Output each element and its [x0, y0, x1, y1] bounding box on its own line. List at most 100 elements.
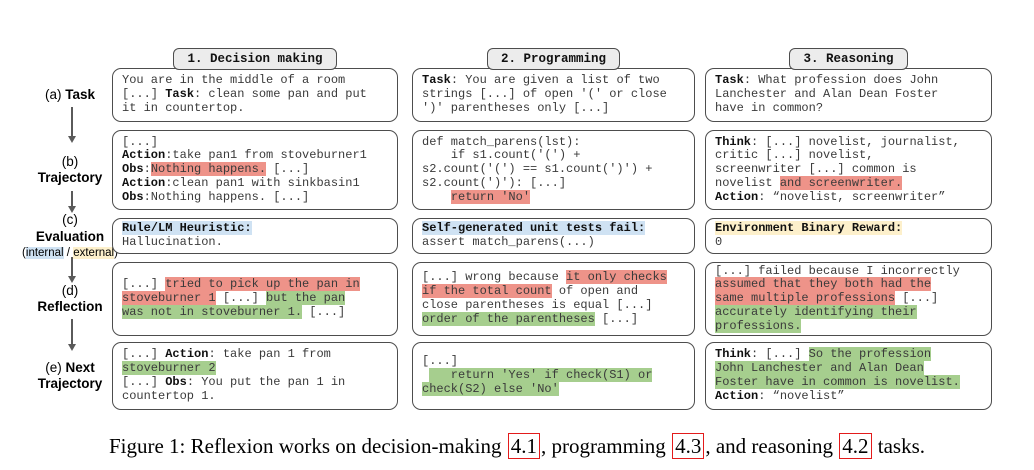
highlight-red: return 'No' — [450, 189, 531, 204]
text-segment: Task — [422, 73, 451, 88]
text-segment: Trajectory — [37, 376, 103, 391]
text-segment: [...] — [273, 162, 310, 177]
row-label-next-trajectory: (e) Next Trajectory — [0, 342, 112, 410]
highlight-blue: internal — [25, 247, 64, 259]
text-segment: , and reasoning — [705, 434, 839, 458]
decision-reflection-text: [...] tried to pick up the pan in stoveb… — [122, 277, 388, 319]
text-segment: : — [143, 162, 151, 177]
text-segment: Trajectory — [37, 170, 103, 185]
text-segment: :clean pan1 with sinkbasin1 — [165, 175, 360, 190]
row-label-reflection: (d) Reflection — [0, 262, 112, 336]
text-segment: [...] — [902, 291, 939, 306]
text-segment: : clean some pan and put it in counterto… — [122, 87, 367, 115]
text-segment: You are in the middle of a room [...] — [122, 73, 346, 102]
text-segment: : What profession does John Lanchester a… — [715, 73, 939, 115]
decision-task-text: You are in the middle of a room [...] Ta… — [122, 73, 388, 115]
highlight-red: Nothing happens. — [150, 162, 267, 177]
down-arrow-icon — [67, 107, 76, 143]
text-segment: [...] — [122, 347, 166, 362]
text-segment: [...] — [122, 375, 159, 389]
text-segment: 0 — [715, 235, 723, 249]
down-arrow-icon — [67, 319, 76, 351]
decision-evaluation-text: Rule/LM Heuristic: Hallucination. — [122, 221, 388, 250]
reasoning-trajectory-text: Think: [...] novelist, journalist, criti… — [715, 134, 982, 205]
reasoning-evaluation-box: Environment Binary Reward: 0 — [705, 218, 992, 254]
programming-header: 2. Programming — [486, 48, 621, 70]
down-arrow-icon — [67, 257, 76, 283]
text-segment: : You put the pan 1 in countertop 1. — [122, 375, 346, 403]
text-segment: ( — [22, 247, 26, 259]
text-segment: Task — [165, 87, 195, 102]
decision-trajectory-text: [...] Action :take pan1 from stoveburner1… — [122, 134, 388, 205]
text-segment: of open and close parentheses is equal [… — [422, 284, 653, 312]
highlight-red: and screenwriter. — [779, 175, 903, 190]
text-segment: Obs — [122, 189, 144, 204]
section-ref-link[interactable]: 4.3 — [672, 433, 705, 459]
highlight-green: return 'Yes' if check(S1) or check(S2) e… — [422, 368, 653, 396]
programming-next-trajectory-box: [...] return 'Yes' if check(S1) or check… — [412, 342, 695, 410]
reasoning-reflection-box: [...] failed because I incorrectly assum… — [705, 262, 992, 336]
reasoning-next-trajectory-box: Think: [...] So the profession John Lanc… — [705, 342, 992, 410]
text-segment: :take pan1 from stoveburner1 — [165, 148, 367, 163]
evaluation-internal-external-note: (internal / external) — [22, 246, 118, 260]
text-segment: / — [63, 247, 74, 259]
text-segment: (b) — [61, 153, 79, 169]
highlight-green: So the profession John Lanchester and Al… — [715, 347, 960, 389]
column-header-cell: 3. Reasoning — [705, 46, 992, 70]
reasoning-next-trajectory-text: Think: [...] So the profession John Lanc… — [715, 347, 982, 403]
text-segment: Reflection — [37, 299, 103, 314]
text-segment: Evaluation — [35, 228, 105, 244]
section-ref-link[interactable]: 4.2 — [839, 433, 872, 459]
text-segment: (d) — [61, 282, 79, 298]
text-segment: Think — [715, 134, 752, 149]
text-segment: [...] — [122, 134, 159, 149]
highlight-blue: Self-generated unit tests fail: — [422, 221, 646, 236]
decision-trajectory-box: [...] Action :take pan1 from stoveburner1… — [112, 130, 398, 210]
text-segment: Action — [715, 189, 759, 204]
text-segment: [...] failed because I incorrectly — [715, 263, 960, 278]
text-segment: , programming — [541, 434, 672, 458]
row-label-text: (a) Task — [45, 87, 95, 104]
text-segment: : “novelist, screenwriter” — [758, 189, 946, 204]
text-segment: : You are given a list of two strings [.… — [422, 73, 667, 115]
row-label-text: (c) Evaluation — [36, 212, 104, 245]
text-segment: Task — [65, 86, 96, 102]
text-segment: assert match_parens(...) — [422, 235, 595, 249]
highlight-green: order of the parentheses — [422, 311, 595, 326]
programming-trajectory-text: def match_parens(lst): if s1.count('(') … — [422, 134, 685, 205]
row-label-evaluation: (c) Evaluation (internal / external) — [0, 212, 118, 259]
reasoning-evaluation-text: Environment Binary Reward: 0 — [715, 221, 982, 250]
section-ref-link[interactable]: 4.1 — [507, 433, 540, 459]
text-segment: def match_parens(lst): if s1.count('(') … — [422, 134, 653, 190]
decision-next-trajectory-text: [...] Action: take pan 1 from stoveburne… — [122, 348, 388, 403]
text-segment: : “novelist” — [758, 388, 845, 403]
programming-task-box: Task: You are given a list of two string… — [412, 68, 695, 122]
text-segment: Think — [715, 347, 752, 362]
programming-evaluation-text: Self-generated unit tests fail: assert m… — [422, 221, 685, 250]
highlight-green: stoveburner 2 — [122, 361, 216, 376]
text-segment: Task — [715, 73, 744, 88]
text-segment: Figure 1: Reflexion works on decision-ma… — [108, 434, 507, 458]
text-segment: [...] — [122, 277, 166, 292]
text-segment: Action — [122, 175, 166, 190]
programming-trajectory-box: def match_parens(lst): if s1.count('(') … — [412, 130, 695, 210]
column-header-cell: 1. Decision making — [112, 46, 398, 70]
text-segment: Hallucination. — [122, 235, 223, 249]
decision-making-header: 1. Decision making — [173, 48, 337, 70]
decision-task-box: You are in the middle of a room [...] Ta… — [112, 68, 398, 122]
text-segment: tasks. — [872, 434, 926, 458]
text-segment: :Nothing happens. [...] — [143, 189, 310, 204]
highlight-green: accurately identifying their professions… — [715, 304, 917, 333]
text-segment: [...] wrong because — [422, 270, 567, 285]
text-segment: : [...] — [751, 347, 809, 362]
text-segment: : take pan 1 from — [208, 347, 331, 362]
programming-next-trajectory-text: [...] return 'Yes' if check(S1) or check… — [422, 354, 685, 396]
decision-evaluation-box: Rule/LM Heuristic: Hallucination. — [112, 218, 398, 254]
programming-task-text: Task: You are given a list of two string… — [422, 73, 685, 115]
column-header-cell: 2. Programming — [412, 46, 695, 70]
reasoning-task-box: Task: What profession does John Lanchest… — [705, 68, 992, 122]
text-segment: (c) — [62, 212, 78, 227]
row-label-trajectory: (b) Trajectory — [0, 130, 112, 210]
reasoning-task-text: Task: What profession does John Lanchest… — [715, 73, 982, 115]
